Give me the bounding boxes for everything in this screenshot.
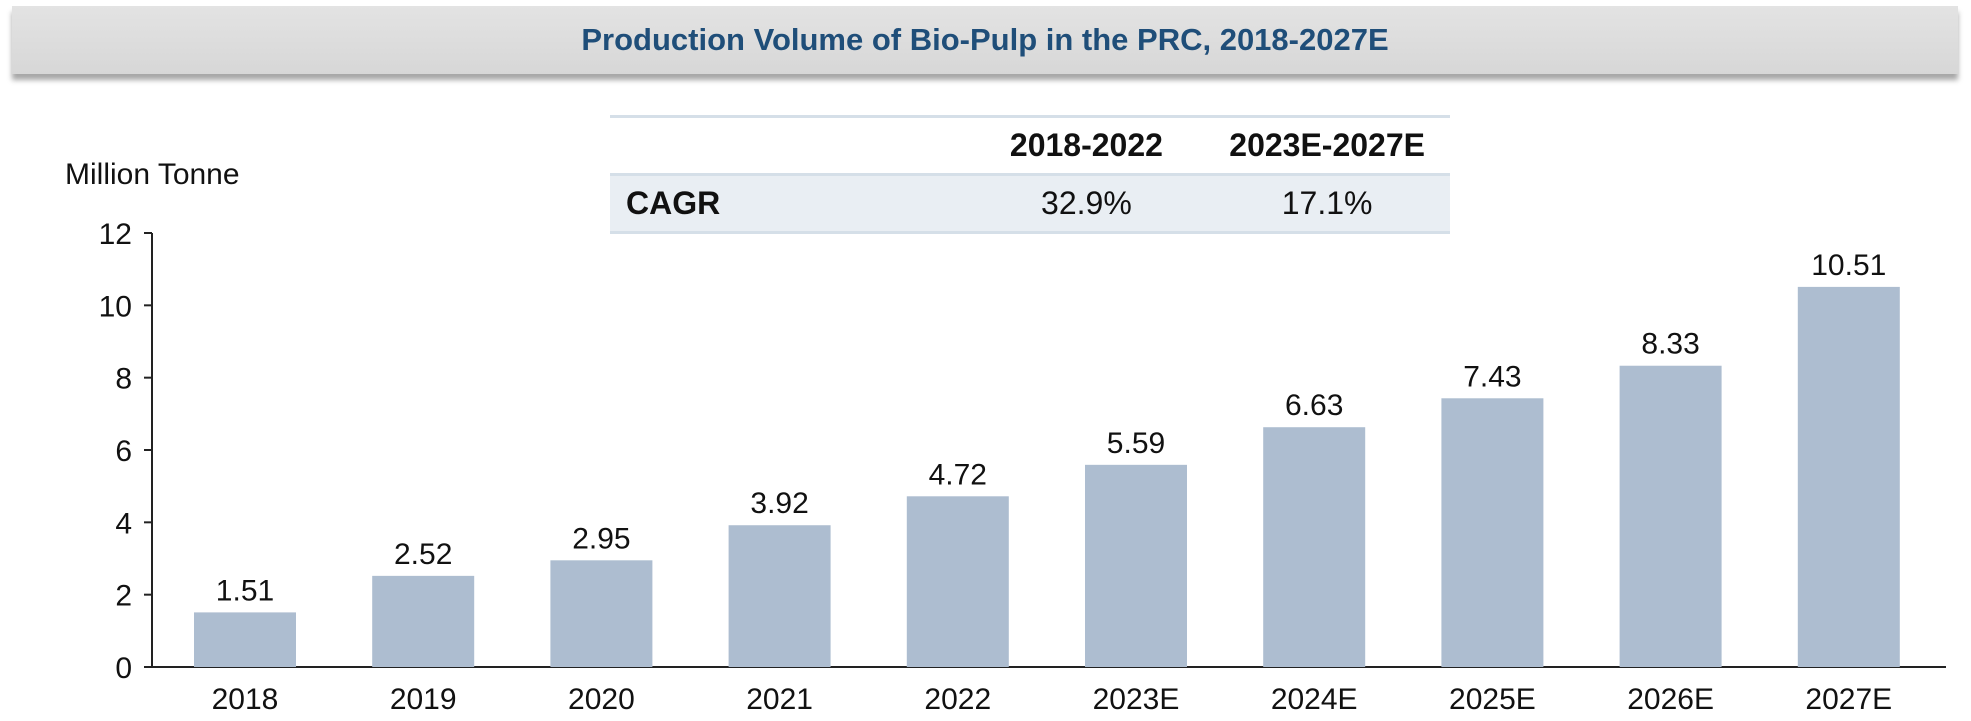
bar (550, 560, 653, 667)
bar (906, 496, 1009, 667)
cagr-row-label: CAGR (626, 185, 721, 221)
x-tick-label: 2022 (924, 683, 991, 716)
chart-data-labels: 1.51 2.52 2.95 3.92 4.72 5.59 6.63 7.43 8.33 10.5… (216, 249, 1887, 607)
data-label: 4.72 (929, 458, 987, 491)
data-label: 6.63 (1285, 389, 1343, 422)
chart-title: Production Volume of Bio-Pulp in the PRC… (581, 22, 1389, 57)
y-tick-label: 2 (115, 580, 132, 613)
x-tick-label: 2019 (390, 683, 457, 716)
y-tick-label: 12 (99, 218, 132, 251)
data-label: 8.33 (1641, 328, 1699, 361)
x-tick-label: 2024E (1271, 683, 1358, 716)
cagr-value-period-2: 17.1% (1281, 185, 1373, 221)
bar (1797, 286, 1900, 667)
data-label: 2.95 (572, 522, 630, 555)
cagr-table: 2018-2022 2023E-2027E CAGR 32.9% 17.1% (610, 115, 1450, 234)
cagr-table-row: CAGR 32.9% 17.1% (610, 174, 1450, 233)
x-tick-label: 2025E (1449, 683, 1536, 716)
bar (1441, 398, 1544, 667)
y-axis-title: Million Tonne (65, 158, 240, 191)
data-label: 10.51 (1811, 249, 1886, 282)
bar (194, 612, 296, 667)
data-label: 7.43 (1463, 360, 1521, 393)
data-label: 1.51 (216, 574, 274, 607)
x-tick-label: 2027E (1805, 683, 1892, 716)
x-tick-label: 2021 (746, 683, 813, 716)
y-tick-label: 8 (115, 363, 132, 396)
x-axis-tick-labels: 2018 2019 2020 2021 2022 2023E 2024E 2025E 2026E… (212, 683, 1893, 716)
y-tick-label: 10 (99, 290, 132, 323)
x-tick-label: 2023E (1093, 683, 1180, 716)
y-tick-label: 6 (115, 435, 132, 468)
bar (372, 575, 475, 667)
y-tick-label: 4 (115, 507, 132, 540)
x-tick-label: 2018 (212, 683, 279, 716)
cagr-table-header-period-1: 2018-2022 (1009, 127, 1163, 163)
chart-title-bar: Production Volume of Bio-Pulp in the PRC… (12, 6, 1958, 74)
x-tick-label: 2026E (1627, 683, 1714, 716)
cagr-table-header-period-2: 2023E-2027E (1229, 127, 1425, 163)
data-label: 2.52 (394, 538, 452, 571)
bar (1085, 464, 1187, 667)
cagr-table-header-row: 2018-2022 2023E-2027E (610, 116, 1450, 175)
chart-bars (194, 286, 1900, 667)
bar (1263, 427, 1366, 667)
data-label: 3.92 (750, 487, 808, 520)
bar (1619, 365, 1722, 667)
y-tick-label: 0 (115, 652, 132, 685)
data-label: 5.59 (1107, 427, 1165, 460)
bar (728, 525, 831, 667)
x-tick-label: 2020 (568, 683, 635, 716)
y-axis-tick-labels: 0 2 4 6 8 10 12 (99, 218, 132, 685)
cagr-value-period-1: 32.9% (1041, 185, 1132, 221)
